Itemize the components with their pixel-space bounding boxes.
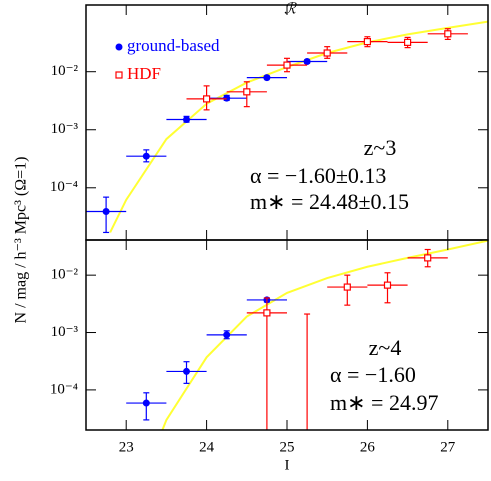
point [303, 57, 311, 65]
legend-marker [115, 71, 123, 79]
legend-marker [115, 43, 123, 51]
point [424, 254, 432, 262]
x-tick-label: 24 [199, 439, 215, 455]
y-tick-label: 10⁻² [51, 267, 79, 283]
point [102, 208, 110, 216]
legend-label: HDF [127, 64, 161, 83]
annotation: z~3 [364, 135, 397, 160]
annotation: m∗ = 24.97 [330, 390, 438, 415]
point [323, 49, 331, 57]
y-tick-label: 10⁻³ [51, 324, 79, 340]
y-axis-label: N / mag / h⁻³ Mpc³ (Ω=1) [13, 157, 30, 324]
point [304, 444, 310, 450]
point [263, 74, 271, 82]
annotation: α = −1.60 [330, 362, 416, 387]
point [203, 95, 211, 103]
annotation: z~4 [369, 335, 402, 360]
point [243, 88, 251, 96]
x-tick-label: 23 [119, 439, 134, 455]
x-tick-label: 27 [440, 439, 456, 455]
chart-title: ℛ [284, 1, 297, 17]
point [383, 281, 392, 289]
point [183, 116, 190, 124]
y-tick-label: 10⁻³ [51, 121, 79, 137]
point [223, 94, 231, 102]
annotation: m∗ = 24.48±0.15 [250, 189, 409, 214]
x-tick-label: 26 [360, 439, 376, 455]
y-tick-label: 10⁻⁴ [50, 381, 78, 397]
point [183, 367, 190, 375]
plot-area [86, 20, 488, 234]
plot-area [126, 240, 488, 450]
legend-label: ground-based [127, 36, 220, 55]
y-tick-label: 10⁻⁴ [50, 179, 78, 195]
point [142, 152, 150, 160]
point [223, 331, 231, 339]
point [444, 30, 452, 38]
point [343, 283, 351, 291]
panel-frame [85, 239, 489, 431]
x-axis-label: I [285, 457, 290, 473]
point [283, 61, 291, 69]
point [142, 399, 150, 407]
y-tick-label: 10⁻² [51, 63, 79, 79]
point [404, 38, 412, 46]
x-tick-label: 25 [280, 439, 295, 455]
annotation: α = −1.60±0.13 [250, 163, 386, 188]
point [363, 38, 371, 46]
point [263, 309, 271, 317]
